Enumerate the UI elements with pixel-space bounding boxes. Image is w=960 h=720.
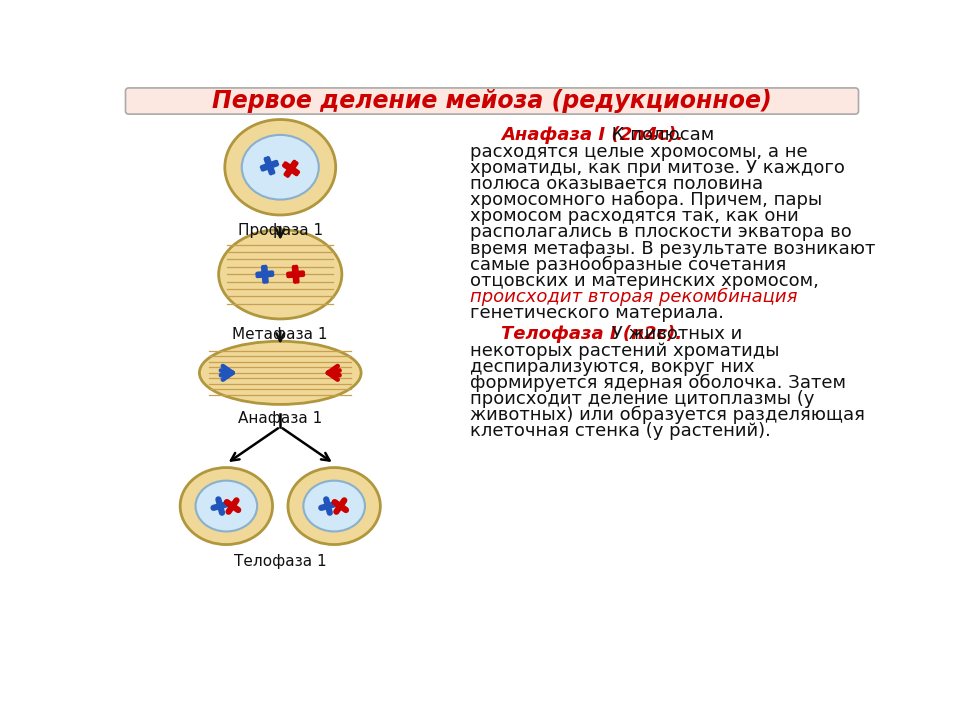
- Text: Телофаза I (n2c).: Телофаза I (n2c).: [501, 325, 683, 343]
- FancyBboxPatch shape: [126, 88, 858, 114]
- Text: расходятся целые хромосомы, а не: расходятся целые хромосомы, а не: [470, 143, 808, 161]
- Text: Телофаза 1: Телофаза 1: [234, 554, 326, 569]
- Text: Анафаза 1: Анафаза 1: [238, 411, 323, 426]
- Text: располагались в плоскости экватора во: располагались в плоскости экватора во: [470, 223, 852, 241]
- Ellipse shape: [200, 341, 361, 405]
- Text: некоторых растений хроматиды: некоторых растений хроматиды: [470, 341, 780, 359]
- Text: деспирализуются, вокруг них: деспирализуются, вокруг них: [470, 358, 755, 376]
- Ellipse shape: [288, 467, 380, 544]
- Ellipse shape: [242, 135, 319, 199]
- Text: Анафаза I (2n4c).: Анафаза I (2n4c).: [501, 127, 684, 145]
- Text: происходит деление цитоплазмы (у: происходит деление цитоплазмы (у: [470, 390, 815, 408]
- Text: хроматиды, как при митозе. У каждого: хроматиды, как при митозе. У каждого: [470, 159, 846, 177]
- Text: самые разнообразные сочетания: самые разнообразные сочетания: [470, 256, 786, 274]
- Text: клеточная стенка (у растений).: клеточная стенка (у растений).: [470, 423, 771, 441]
- Text: Метафаза 1: Метафаза 1: [232, 327, 328, 341]
- Ellipse shape: [219, 230, 342, 319]
- Text: Профаза 1: Профаза 1: [238, 222, 323, 238]
- Text: животных) или образуется разделяющая: животных) или образуется разделяющая: [470, 406, 865, 424]
- Text: Первое деление мейоза (редукционное): Первое деление мейоза (редукционное): [212, 89, 772, 113]
- Text: время метафазы. В результате возникают: время метафазы. В результате возникают: [470, 240, 876, 258]
- Text: хромосомного набора. Причем, пары: хромосомного набора. Причем, пары: [470, 191, 823, 210]
- Text: генетического материала.: генетического материала.: [470, 305, 725, 323]
- Text: полюса оказывается половина: полюса оказывается половина: [470, 175, 763, 193]
- Text: К полюсам: К полюсам: [606, 127, 714, 145]
- Ellipse shape: [180, 467, 273, 544]
- Ellipse shape: [225, 120, 336, 215]
- Ellipse shape: [303, 481, 365, 531]
- Text: отцовских и материнских хромосом,: отцовских и материнских хромосом,: [470, 272, 819, 290]
- Text: У животных и: У животных и: [606, 325, 742, 343]
- Ellipse shape: [196, 481, 257, 531]
- Text: формируется ядерная оболочка. Затем: формируется ядерная оболочка. Затем: [470, 374, 847, 392]
- Text: происходит вторая рекомбинация: происходит вторая рекомбинация: [470, 288, 798, 307]
- Text: хромосом расходятся так, как они: хромосом расходятся так, как они: [470, 207, 799, 225]
